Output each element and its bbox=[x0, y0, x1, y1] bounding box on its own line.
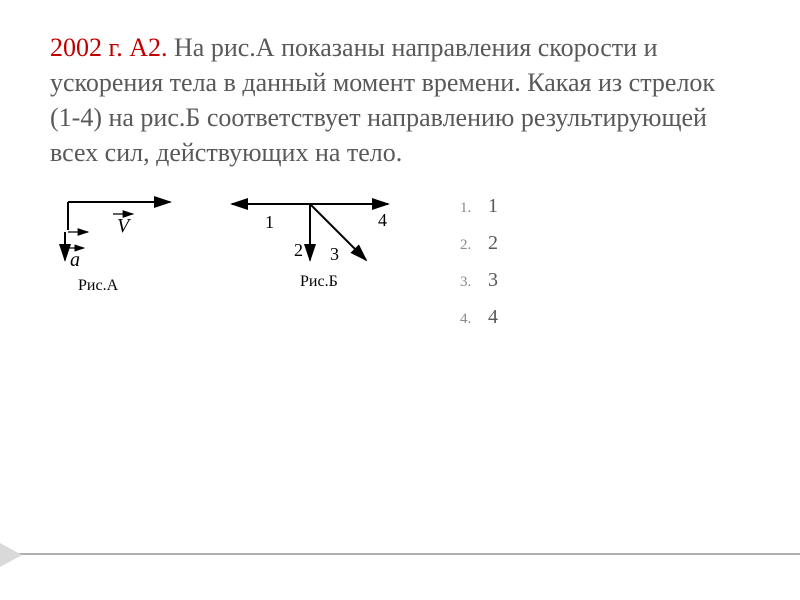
a-label: a bbox=[70, 249, 80, 271]
figure-a-svg: V a Рис.А bbox=[50, 190, 190, 300]
arrow-label-3: 3 bbox=[330, 244, 339, 264]
option-value: 2 bbox=[488, 232, 498, 255]
figA-caption: Рис.А bbox=[78, 277, 119, 294]
option-number: 1. bbox=[460, 200, 488, 217]
question-prefix: 2002 г. А2. bbox=[50, 33, 168, 62]
figure-b: 1 2 3 4 Рис.Б bbox=[220, 190, 400, 305]
option-row: 1. 1 bbox=[460, 195, 498, 218]
footer-line bbox=[0, 553, 800, 555]
figB-caption: Рис.Б bbox=[300, 273, 338, 290]
arrow-label-4: 4 bbox=[378, 210, 387, 230]
figure-a: V a Рис.А bbox=[50, 190, 190, 305]
answer-options: 1. 1 2. 2 3. 3 4. 4 bbox=[460, 195, 498, 343]
slide-content: 2002 г. А2. На рис.А показаны направлени… bbox=[0, 0, 800, 363]
option-row: 4. 4 bbox=[460, 306, 498, 329]
option-value: 1 bbox=[488, 195, 498, 218]
question-text: 2002 г. А2. На рис.А показаны направлени… bbox=[50, 30, 750, 170]
option-number: 3. bbox=[460, 274, 488, 291]
option-row: 2. 2 bbox=[460, 232, 498, 255]
option-number: 2. bbox=[460, 237, 488, 254]
footer-marker-icon bbox=[0, 543, 22, 567]
arrow-label-1: 1 bbox=[265, 212, 274, 232]
option-row: 3. 3 bbox=[460, 269, 498, 292]
v-label: V bbox=[117, 215, 132, 237]
figure-b-svg: 1 2 3 4 Рис.Б bbox=[220, 190, 400, 300]
option-number: 4. bbox=[460, 311, 488, 328]
arrow-label-2: 2 bbox=[294, 240, 303, 260]
option-value: 4 bbox=[488, 306, 498, 329]
option-value: 3 bbox=[488, 269, 498, 292]
diagrams-row: V a Рис.А bbox=[50, 190, 750, 343]
